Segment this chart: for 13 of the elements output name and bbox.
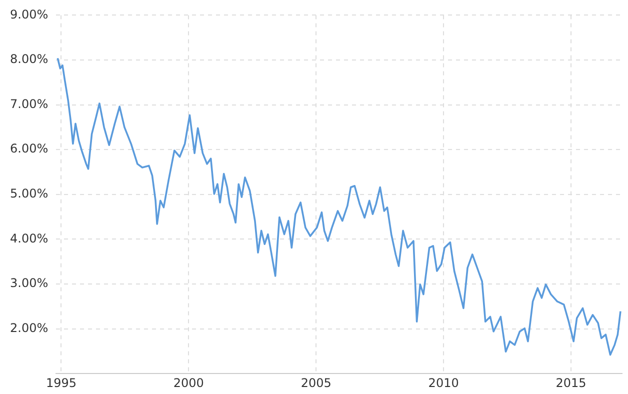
x-tick-label: 2015 [556, 376, 586, 390]
y-tick-label: 9.00% [10, 7, 48, 22]
y-tick-label: 5.00% [10, 186, 48, 201]
x-tick-label: 2005 [300, 376, 332, 390]
y-tick-label: 6.00% [10, 142, 48, 156]
y-tick-label: 2.00% [10, 320, 48, 335]
y-tick-label: 7.00% [10, 96, 48, 111]
x-tick-label: 1995 [46, 376, 76, 390]
x-tick-label: 2010 [428, 376, 459, 390]
y-tick-label: 4.00% [10, 231, 48, 246]
x-tick-label: 2000 [173, 376, 204, 390]
y-tick-label: 3.00% [10, 276, 48, 290]
y-tick-label: 8.00% [10, 52, 48, 66]
